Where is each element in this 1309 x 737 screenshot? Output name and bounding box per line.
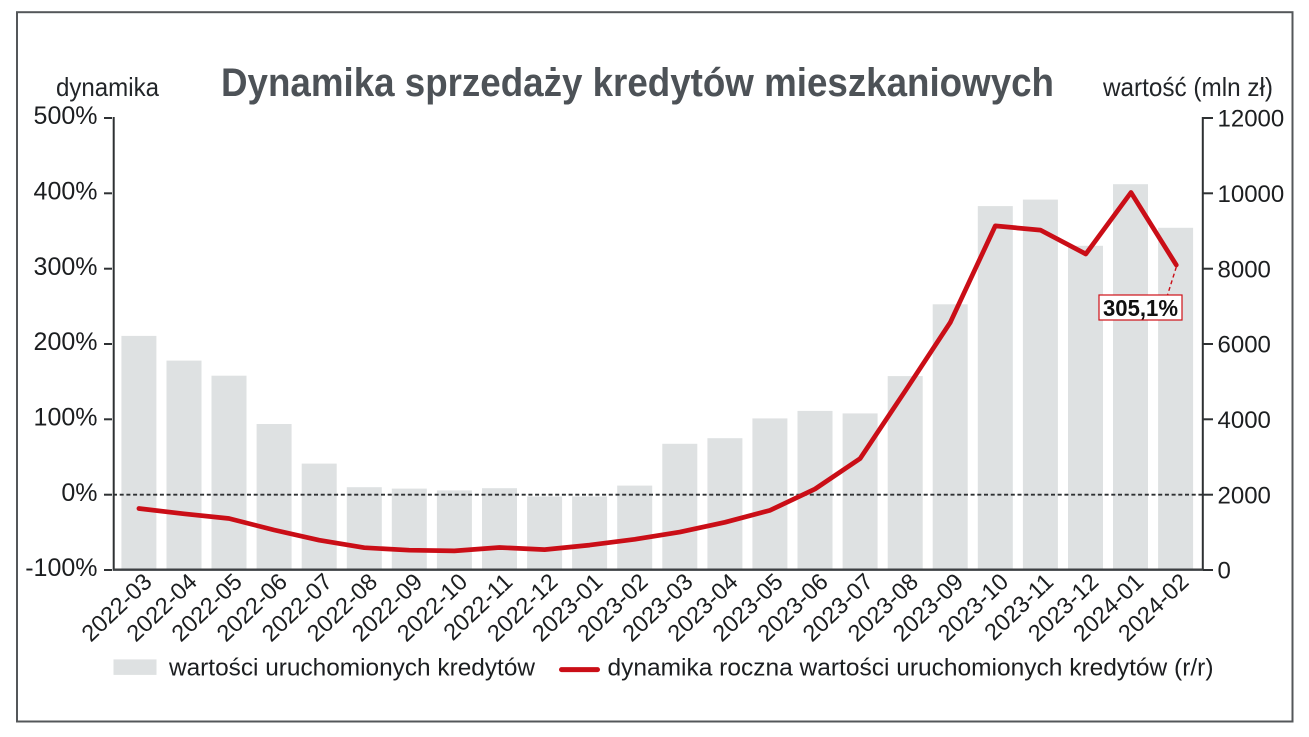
- svg-text:8000: 8000: [1218, 256, 1271, 283]
- svg-text:wartość (mln zł): wartość (mln zł): [1102, 72, 1273, 102]
- svg-text:-100%: -100%: [25, 554, 97, 582]
- svg-text:100%: 100%: [34, 404, 98, 432]
- svg-text:0%: 0%: [61, 479, 97, 507]
- svg-text:2000: 2000: [1218, 482, 1271, 509]
- svg-text:Dynamika sprzedaży kredytów mi: Dynamika sprzedaży kredytów mieszkaniowy…: [221, 61, 1054, 105]
- svg-text:6000: 6000: [1218, 332, 1271, 359]
- svg-text:12000: 12000: [1218, 106, 1285, 133]
- svg-text:400%: 400%: [34, 178, 98, 206]
- svg-text:wartości uruchomionych kredytó: wartości uruchomionych kredytów: [168, 655, 536, 682]
- svg-text:305,1%: 305,1%: [1103, 295, 1178, 321]
- svg-text:0: 0: [1218, 558, 1231, 585]
- svg-text:4000: 4000: [1218, 407, 1271, 434]
- svg-text:dynamika: dynamika: [56, 72, 159, 102]
- svg-text:500%: 500%: [34, 102, 98, 130]
- svg-text:10000: 10000: [1218, 181, 1285, 208]
- svg-text:300%: 300%: [34, 253, 98, 281]
- svg-text:dynamika roczna wartości uruch: dynamika roczna wartości uruchomionych k…: [608, 655, 1214, 682]
- svg-text:200%: 200%: [34, 328, 98, 356]
